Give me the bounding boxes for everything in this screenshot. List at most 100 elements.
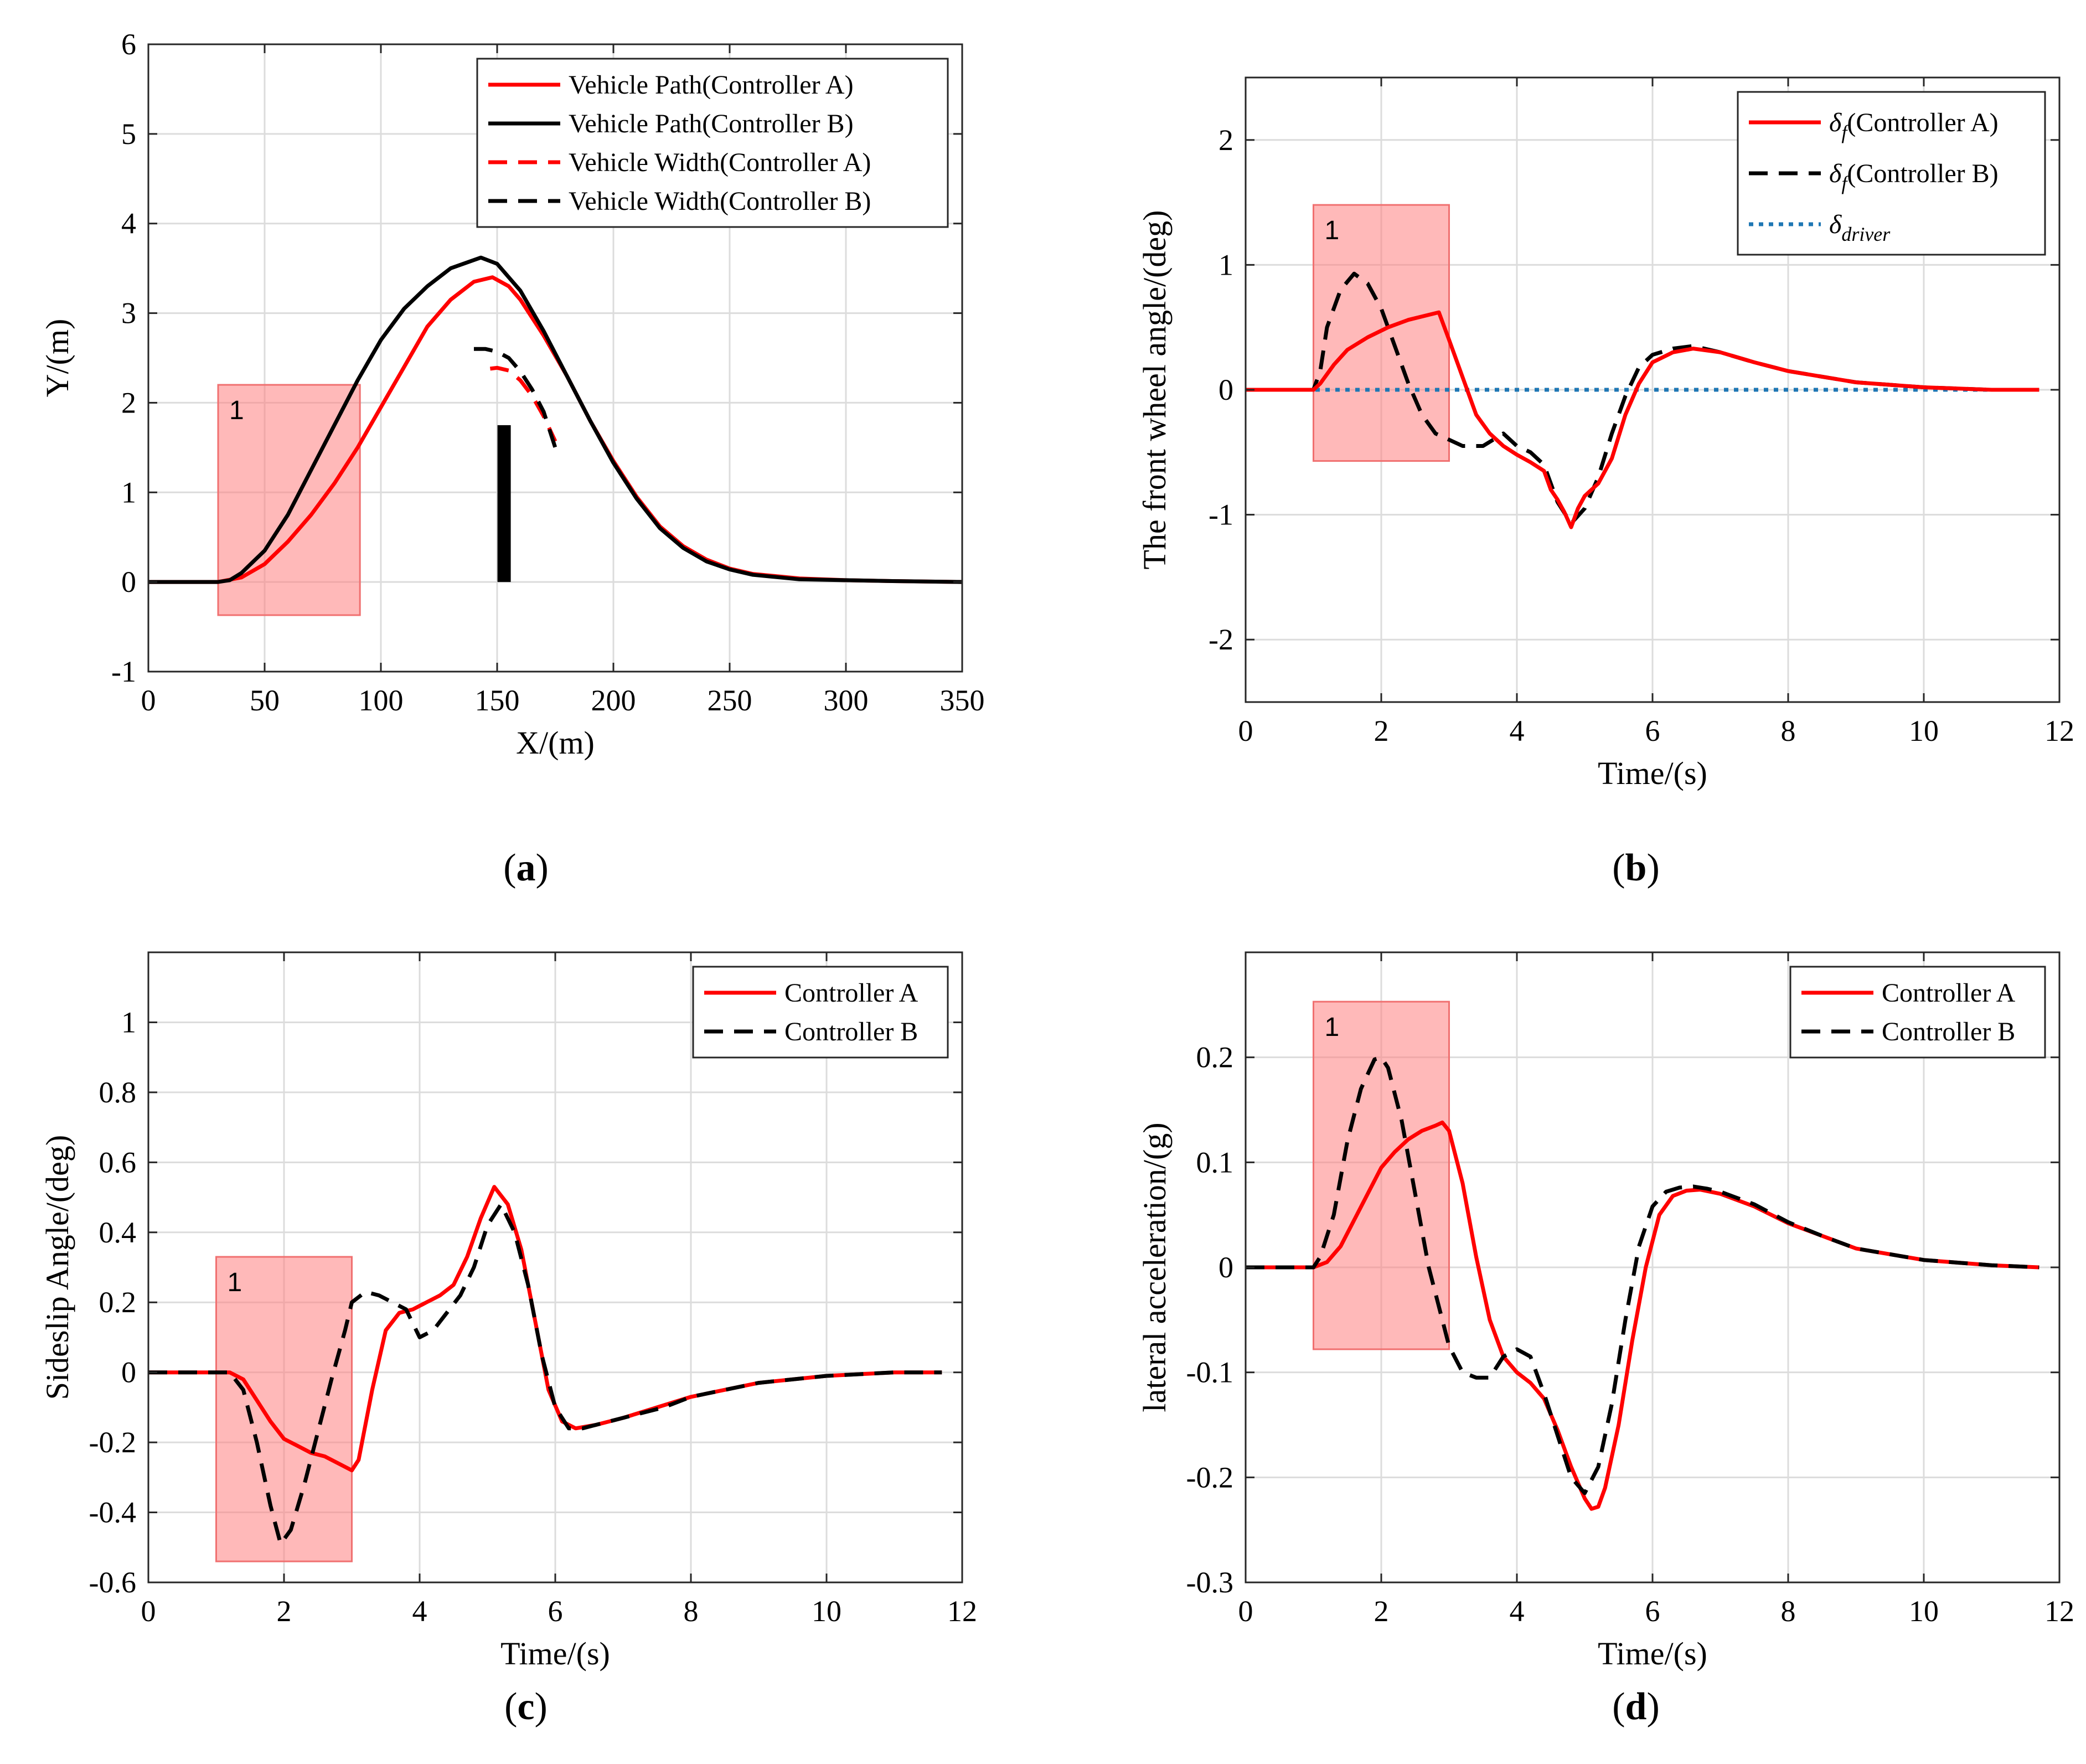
x-tick-label: 4 [1510, 714, 1525, 747]
legend-label-3: δdriver [1829, 210, 1891, 245]
y-axis-title: Y/(m) [39, 319, 75, 398]
x-axis-title: Time/(s) [1598, 755, 1707, 791]
panel-caption-a: (a) [503, 847, 549, 889]
y-tick-label: 0 [1218, 373, 1233, 406]
legend-label-2: Vehicle Path(Controller B) [569, 109, 854, 138]
x-tick-label: 0 [141, 684, 156, 717]
y-axis-title: The front wheel angle/(deg) [1137, 210, 1173, 570]
legend-label-3: Vehicle Width(Controller A) [569, 148, 871, 177]
y-tick-label: -1 [1209, 498, 1233, 532]
legend-label-4: Vehicle Width(Controller B) [569, 187, 871, 216]
y-tick-label: -0.6 [89, 1566, 136, 1599]
obstacle-bar [497, 425, 511, 582]
y-tick-label: 0.8 [99, 1076, 137, 1109]
region-label: 1 [1325, 1013, 1340, 1042]
x-tick-label: 100 [359, 684, 404, 717]
x-tick-label: 50 [250, 684, 280, 717]
legend-label-2: Controller B [784, 1017, 918, 1046]
y-tick-label: -1 [111, 655, 136, 688]
y-axis-title: lateral acceleration/(g) [1137, 1122, 1173, 1412]
region-label: 1 [1325, 216, 1340, 245]
y-tick-label: 4 [121, 207, 136, 240]
x-tick-label: 6 [548, 1595, 563, 1628]
chart-panel-c: 10 2 4 6 8 10 12-0.6-0.4-0.200.20.40.60.81Time… [39, 951, 977, 1728]
x-tick-label: 10 [812, 1595, 841, 1628]
x-tick-label: 12 [2044, 714, 2074, 747]
y-tick-label: -0.2 [1186, 1461, 1233, 1494]
y-tick-label: 0 [121, 1356, 136, 1389]
series-line-2 [1246, 271, 2039, 525]
x-tick-label: 6 [1645, 1595, 1660, 1628]
y-tick-label: 3 [121, 297, 136, 330]
x-tick-label: 0 [1238, 714, 1253, 747]
x-axis-title: Time/(s) [500, 1636, 610, 1672]
x-tick-label: 2 [277, 1595, 292, 1628]
x-tick-label: 250 [708, 684, 752, 717]
legend: Controller A Controller B [1789, 966, 2046, 1059]
x-tick-label: 4 [412, 1595, 427, 1628]
y-tick-label: 5 [121, 117, 136, 151]
panel-caption-d: (d) [1612, 1685, 1660, 1728]
chart-panel-a: 10 50 100 150 200 250 300 350-10123456X/(m)Y/(m… [39, 28, 985, 889]
legend: δf(Controller A)δf(Controller B)δdriver [1737, 91, 2046, 256]
legend-box [476, 58, 949, 228]
x-tick-label: 12 [2044, 1595, 2074, 1628]
y-tick-label: -0.3 [1186, 1566, 1233, 1599]
y-tick-label: 1 [121, 1005, 136, 1039]
series-line-2 [148, 1202, 942, 1546]
y-tick-label: -0.2 [89, 1426, 136, 1459]
legend: Vehicle Path(Controller A) Vehicle Path(C… [476, 58, 949, 228]
legend-label-2: Controller B [1882, 1017, 2015, 1046]
legend: Controller A Controller B [692, 966, 949, 1059]
y-tick-label: 1 [121, 476, 136, 509]
x-tick-label: 300 [824, 684, 869, 717]
x-tick-label: 6 [1645, 714, 1660, 747]
highlight-region [1313, 1000, 1450, 1350]
legend-box [692, 966, 949, 1059]
highlight-region [215, 1256, 353, 1562]
y-tick-label: 0.2 [1196, 1041, 1234, 1074]
y-axis-title: Sideslip Angle/(deg) [39, 1135, 75, 1400]
legend-label-1: δf(Controller A) [1829, 108, 1999, 143]
x-tick-label: 4 [1510, 1595, 1525, 1628]
y-tick-label: 0.4 [99, 1216, 137, 1249]
y-tick-label: 0.1 [1196, 1146, 1234, 1179]
region-label: 1 [228, 1268, 242, 1297]
x-tick-label: 10 [1909, 1595, 1939, 1628]
series-line-2 [1246, 1055, 2039, 1495]
y-tick-label: 2 [1218, 123, 1233, 157]
legend-label-1: Vehicle Path(Controller A) [569, 70, 854, 100]
x-axis-title: Time/(s) [1598, 1636, 1707, 1672]
panel-caption-c: (c) [504, 1685, 548, 1728]
y-tick-label: 0 [121, 565, 136, 599]
x-tick-label: 8 [684, 1595, 699, 1628]
legend-label-1: Controller A [784, 978, 918, 1008]
x-tick-label: 2 [1374, 1595, 1389, 1628]
x-tick-label: 0 [141, 1595, 156, 1628]
y-tick-label: 6 [121, 28, 136, 61]
x-tick-label: 200 [591, 684, 636, 717]
legend-label-1: Controller A [1882, 978, 2016, 1008]
x-tick-label: 10 [1909, 714, 1939, 747]
x-tick-label: 12 [947, 1595, 977, 1628]
region-label: 1 [229, 396, 244, 425]
y-tick-label: -0.1 [1186, 1356, 1233, 1389]
y-tick-label: 0.2 [99, 1286, 137, 1319]
x-tick-label: 2 [1374, 714, 1389, 747]
x-tick-label: 350 [940, 684, 985, 717]
y-tick-label: 1 [1218, 248, 1233, 281]
chart-panel-d: 10 2 4 6 8 10 12-0.3-0.2-0.100.10.2Time/(s)lat… [1137, 951, 2074, 1728]
x-tick-label: 8 [1781, 1595, 1796, 1628]
y-tick-label: 0.6 [99, 1146, 137, 1179]
x-tick-label: 150 [475, 684, 520, 717]
highlight-region [1313, 204, 1450, 462]
axis-frame [147, 43, 963, 673]
y-tick-label: -0.4 [89, 1496, 136, 1529]
y-tick-label: 0 [1218, 1251, 1233, 1284]
series-line-1 [1246, 310, 2039, 529]
panel-caption-b: (b) [1612, 847, 1660, 889]
x-tick-label: 0 [1238, 1595, 1253, 1628]
x-axis-title: X/(m) [516, 725, 595, 761]
